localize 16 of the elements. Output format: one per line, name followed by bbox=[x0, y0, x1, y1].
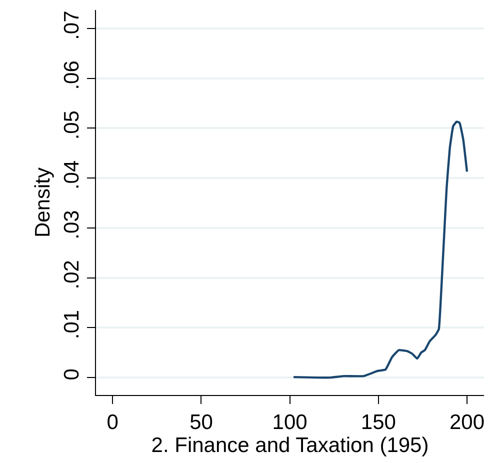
y-tick-label: .01 bbox=[60, 310, 84, 340]
x-tick-label: 100 bbox=[272, 411, 308, 434]
y-tick-label: .02 bbox=[60, 260, 84, 290]
y-tick-label: .06 bbox=[60, 60, 84, 90]
x-tick-label: 200 bbox=[449, 411, 485, 434]
x-tick-label: 150 bbox=[360, 411, 396, 434]
x-tick-label: 50 bbox=[190, 411, 213, 434]
y-tick-label: 0 bbox=[60, 368, 84, 380]
x-tick-label: 0 bbox=[106, 411, 118, 434]
y-axis-title: Density bbox=[32, 166, 55, 238]
y-tick-label: .05 bbox=[60, 110, 84, 140]
line-series bbox=[292, 120, 468, 379]
y-tick-label: .04 bbox=[60, 160, 84, 190]
y-tick-label: .07 bbox=[60, 10, 84, 40]
y-tick-label: .03 bbox=[60, 210, 84, 240]
x-axis-title: 2. Finance and Taxation (195) bbox=[151, 434, 429, 458]
